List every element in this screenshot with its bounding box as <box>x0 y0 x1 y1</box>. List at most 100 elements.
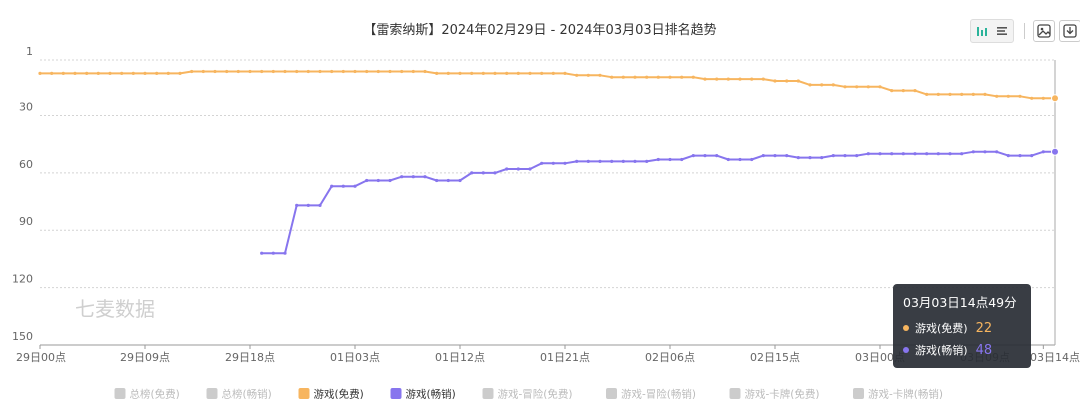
data-point <box>995 94 999 98</box>
x-tick-label: 01日03点 <box>330 351 380 364</box>
data-point <box>1051 147 1059 156</box>
data-point <box>563 161 567 165</box>
data-point <box>481 71 485 75</box>
data-point <box>633 75 637 79</box>
y-tick-label: 90 <box>19 215 33 228</box>
legend-item[interactable]: 总榜(免费) <box>114 388 180 401</box>
data-point <box>1030 154 1034 158</box>
axes: 1 30 60 90 120 150 29日00点 29日09点 29日18点 01日03点 01日… <box>12 45 1080 364</box>
data-point <box>505 167 509 171</box>
data-point <box>400 175 404 179</box>
data-point <box>330 184 334 188</box>
legend-item[interactable]: 游戏-冒险(畅销) <box>606 388 696 401</box>
tooltip-series-value: 48 <box>975 342 993 358</box>
legend-item[interactable]: 游戏(畅销) <box>390 388 456 401</box>
data-point <box>785 79 789 83</box>
data-point <box>376 69 380 74</box>
data-point <box>890 89 894 93</box>
data-point <box>131 71 135 75</box>
x-tick-label: 02日15点 <box>750 351 800 364</box>
legend-item[interactable]: 游戏-冒险(免费) <box>482 388 573 401</box>
data-point <box>61 71 65 75</box>
series <box>38 69 1059 103</box>
data-point <box>120 71 124 75</box>
legend-swatch <box>114 388 126 399</box>
data-point <box>411 175 415 179</box>
data-point <box>610 159 614 163</box>
legend-swatch <box>853 388 864 399</box>
data-point <box>948 152 952 156</box>
data-point <box>143 71 147 75</box>
data-point <box>318 69 322 74</box>
list-icon[interactable] <box>992 21 1012 41</box>
legend-label: 游戏-卡牌(免费) <box>745 388 820 401</box>
data-point <box>691 154 695 158</box>
data-point <box>796 79 800 83</box>
data-point <box>610 75 614 79</box>
data-point <box>236 69 240 74</box>
legend-item[interactable]: 游戏(免费) <box>298 388 364 401</box>
legend-label: 游戏(免费) <box>314 388 364 401</box>
data-point <box>586 159 590 163</box>
data-point <box>260 251 264 255</box>
legend-swatch <box>606 388 617 399</box>
data-point <box>901 152 905 156</box>
bar-chart-icon[interactable] <box>972 21 992 41</box>
data-point <box>1051 94 1059 103</box>
watermark-text: 七麦数据 <box>75 297 155 321</box>
legend-item[interactable]: 游戏-卡牌(畅销) <box>853 388 943 401</box>
data-point <box>738 77 742 81</box>
data-point <box>855 85 859 89</box>
chart-tooltip: 03月03日14点49分 游戏(免费) 22 游戏(畅销) 48 <box>893 284 1031 368</box>
data-point <box>575 159 579 163</box>
data-point <box>656 75 660 79</box>
download-icon[interactable] <box>1059 20 1080 42</box>
legend-label: 游戏-冒险(免费) <box>498 388 573 401</box>
data-point <box>820 83 824 87</box>
y-tick-label: 120 <box>12 273 33 286</box>
data-point <box>691 75 695 79</box>
data-point <box>563 71 567 75</box>
legend-item[interactable]: 总榜(畅销) <box>206 388 272 401</box>
data-point <box>306 69 310 74</box>
data-point <box>411 69 415 74</box>
tooltip-title: 03月03日14点49分 <box>903 295 1017 310</box>
data-point <box>225 69 229 74</box>
y-tick-label: 60 <box>19 158 33 171</box>
data-point <box>971 150 975 154</box>
data-point <box>505 71 509 75</box>
data-point <box>796 156 800 160</box>
data-point <box>540 71 544 75</box>
data-point <box>155 71 159 75</box>
data-point <box>178 71 182 75</box>
data-point <box>458 178 462 183</box>
data-point <box>936 92 940 96</box>
data-point <box>201 69 205 74</box>
legend-label: 游戏-冒险(畅销) <box>621 388 696 401</box>
data-point <box>295 69 299 74</box>
series-dot <box>903 325 909 331</box>
data-point <box>948 92 952 96</box>
image-icon[interactable] <box>1033 20 1055 42</box>
data-point <box>388 69 392 74</box>
data-point <box>901 89 905 93</box>
data-point <box>668 75 672 79</box>
legend[interactable]: 总榜(免费) 总榜(畅销) 游戏(免费) 游戏(畅销) 游戏-冒险(免费) 游戏-冒险(畅… <box>114 388 943 401</box>
data-point <box>376 178 380 183</box>
series-line <box>261 150 1055 255</box>
legend-item[interactable]: 游戏-卡牌(免费) <box>729 388 820 401</box>
data-point <box>575 73 579 77</box>
x-tick-label: 29日09点 <box>120 351 170 364</box>
data-point <box>656 157 660 162</box>
data-point <box>540 161 544 165</box>
data-point <box>85 71 89 75</box>
data-point <box>38 71 42 75</box>
tooltip-row: 游戏(免费) 22 <box>903 317 1021 339</box>
data-point <box>925 92 929 96</box>
data-point <box>166 71 170 75</box>
data-point <box>353 184 357 188</box>
series-layer <box>38 60 1059 345</box>
data-point <box>423 69 427 74</box>
data-point <box>855 154 859 158</box>
